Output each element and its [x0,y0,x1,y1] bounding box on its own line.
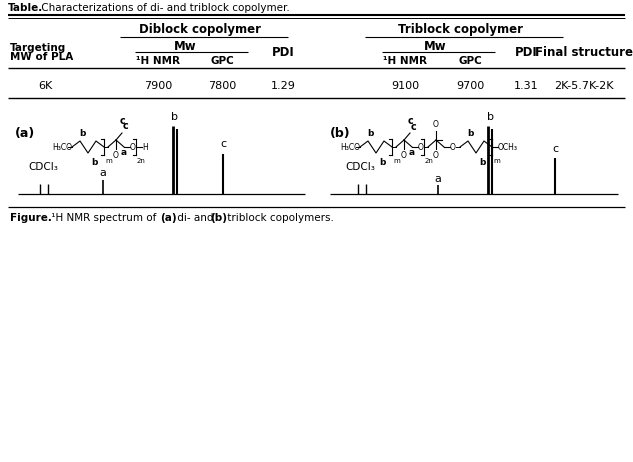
Text: 7800: 7800 [208,81,236,91]
Text: (a): (a) [160,213,177,223]
Text: H₃CO: H₃CO [340,142,360,152]
Text: CDCl₃: CDCl₃ [345,162,375,172]
Text: b: b [467,129,473,138]
Text: di- and: di- and [174,213,216,223]
Text: 2n: 2n [137,158,146,164]
Text: c: c [407,116,413,126]
Text: GPC: GPC [458,56,482,66]
Text: Targeting: Targeting [10,43,66,53]
Text: 7900: 7900 [144,81,172,91]
Text: a: a [409,148,415,157]
Text: 6K: 6K [38,81,52,91]
Text: a: a [99,168,106,178]
Text: 2n: 2n [425,158,434,164]
Text: Diblock copolymer: Diblock copolymer [139,24,261,36]
Text: H: H [142,142,147,152]
Text: 1.29: 1.29 [270,81,296,91]
Text: O: O [433,120,439,129]
Text: GPC: GPC [210,56,234,66]
Text: PDI: PDI [272,45,294,59]
Text: 2K-5.7K-2K: 2K-5.7K-2K [555,81,614,91]
Text: c: c [123,121,128,131]
Text: (b): (b) [330,128,351,140]
Text: 1.31: 1.31 [514,81,538,91]
Text: c: c [119,116,125,126]
Text: a: a [121,148,127,157]
Text: Characterizations of di- and triblock copolymer.: Characterizations of di- and triblock co… [38,3,290,13]
Text: c: c [552,144,558,154]
Text: m: m [393,158,400,164]
Text: triblock copolymers.: triblock copolymers. [224,213,334,223]
Text: ¹H NMR spectrum of: ¹H NMR spectrum of [48,213,160,223]
Text: O: O [418,142,424,152]
Text: c: c [411,122,417,132]
Text: O: O [130,142,136,152]
Text: b: b [172,112,179,122]
Text: Mw: Mw [423,39,446,53]
Text: MW of PLA: MW of PLA [10,52,73,62]
Text: O: O [450,142,456,152]
Text: OCH₃: OCH₃ [498,142,518,152]
Text: Triblock copolymer: Triblock copolymer [398,24,522,36]
Text: O: O [401,151,407,160]
Text: a: a [435,174,441,184]
Text: b: b [479,158,485,167]
Text: ¹H NMR: ¹H NMR [136,56,180,66]
Text: 9700: 9700 [456,81,484,91]
Text: b: b [79,129,85,138]
Text: (a): (a) [15,128,35,140]
Text: Mw: Mw [173,39,196,53]
Text: PDI: PDI [515,45,537,59]
Text: b: b [379,158,385,167]
Text: CDCl₃: CDCl₃ [28,162,58,172]
Text: O: O [433,151,439,160]
Text: m: m [493,158,499,164]
Text: b: b [367,129,373,138]
Text: Final structure: Final structure [535,45,633,59]
Text: m: m [105,158,112,164]
Text: 9100: 9100 [391,81,419,91]
Text: O: O [113,151,119,160]
Text: c: c [220,139,226,149]
Text: b: b [487,112,494,122]
Text: H₃CO: H₃CO [52,142,72,152]
Text: Table.: Table. [8,3,43,13]
Text: b: b [91,158,97,167]
Text: ¹H NMR: ¹H NMR [383,56,427,66]
Text: (b): (b) [210,213,227,223]
Text: Figure.: Figure. [10,213,52,223]
